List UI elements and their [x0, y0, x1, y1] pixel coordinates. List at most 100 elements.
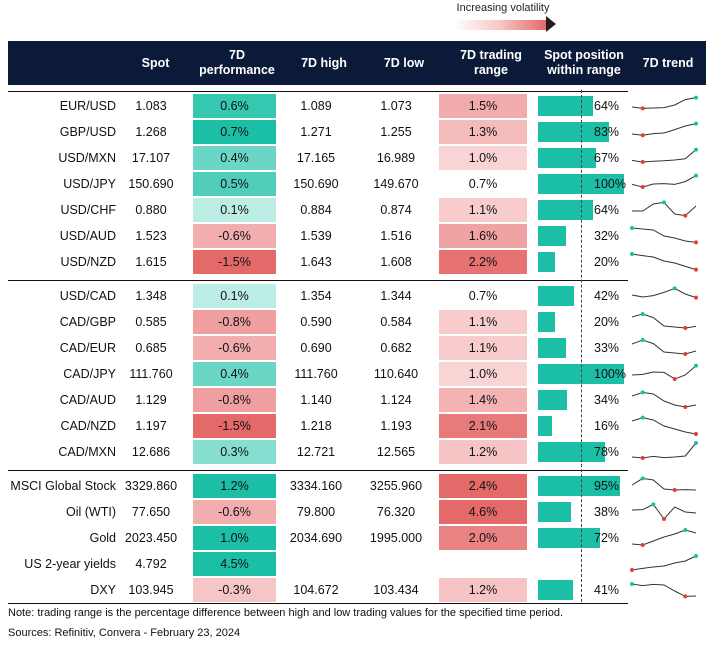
performance-cell: -0.3% [193, 578, 276, 602]
table-row: MSCI Global Stock 3329.860 1.2% 3334.160 325… [0, 473, 706, 499]
position-label: 42% [594, 289, 620, 303]
trading-range-cell: 4.6% [439, 500, 527, 524]
position-bar [538, 312, 556, 332]
table-row: Gold 2023.450 1.0% 2034.690 1995.000 2.0% 72% [0, 525, 706, 551]
trading-range-cell: 1.0% [439, 146, 527, 170]
table-row: GBP/USD 1.268 0.7% 1.271 1.255 1.3% 83% [0, 119, 706, 145]
trading-range-cell: 0.7% [468, 289, 498, 303]
spot-value: 1.197 [135, 419, 167, 433]
performance-cell: 0.5% [193, 172, 276, 196]
low-value: 1.255 [380, 125, 412, 139]
high-value [276, 551, 356, 577]
instrument-name: CAD/EUR [59, 341, 116, 355]
volatility-legend: Increasing volatility [448, 2, 558, 36]
performance-cell: -0.6% [193, 224, 276, 248]
position-bar [538, 416, 552, 436]
spot-value: 17.107 [131, 151, 171, 165]
position-bar [538, 338, 567, 358]
high-value: 0.590 [300, 315, 332, 329]
performance-cell: 0.4% [193, 146, 276, 170]
performance-cell: -0.8% [193, 388, 276, 412]
low-value: 1.608 [380, 255, 412, 269]
instrument-name: USD/MXN [58, 151, 116, 165]
trading-range-cell: 1.2% [439, 578, 527, 602]
trading-range-cell: 2.2% [439, 250, 527, 274]
header-spot: Spot [141, 55, 170, 70]
position-label: 78% [594, 445, 620, 459]
trading-range-cell: 1.1% [439, 198, 527, 222]
instrument-name: CAD/JPY [63, 367, 116, 381]
position-bar [538, 502, 571, 522]
position-label: 83% [594, 125, 620, 139]
high-value: 104.672 [293, 583, 339, 597]
trading-range-cell: 1.1% [439, 310, 527, 334]
spot-value: 3329.860 [124, 479, 178, 493]
high-value: 1.354 [300, 289, 332, 303]
table-row: USD/NZD 1.615 -1.5% 1.643 1.608 2.2% 20% [0, 249, 706, 275]
performance-cell: 0.6% [193, 94, 276, 118]
position-label: 100% [594, 367, 626, 381]
low-value: 1995.000 [369, 531, 423, 545]
spot-value: 1.523 [135, 229, 167, 243]
section-divider [8, 91, 628, 92]
volatility-legend-label: Increasing volatility [456, 2, 550, 14]
high-value: 1.140 [300, 393, 332, 407]
instrument-name: MSCI Global Stock [10, 479, 116, 493]
position-label: 16% [594, 419, 620, 433]
spot-value: 1.129 [135, 393, 167, 407]
low-value [356, 551, 436, 577]
table-row: USD/CAD 1.348 0.1% 1.354 1.344 0.7% 42% [0, 283, 706, 309]
spot-value: 1.615 [135, 255, 167, 269]
position-bar [538, 200, 594, 220]
position-bar [538, 226, 566, 246]
low-value: 0.584 [380, 315, 412, 329]
spot-value: 1.348 [135, 289, 167, 303]
position-label [594, 551, 628, 577]
spot-value: 0.585 [135, 315, 167, 329]
position-label: 20% [594, 315, 620, 329]
low-value: 110.640 [373, 367, 419, 381]
range-midpoint-line [581, 90, 582, 602]
low-value: 12.565 [376, 445, 416, 459]
section-divider [8, 470, 628, 471]
trading-range-cell [439, 552, 527, 576]
trading-range-cell: 1.5% [439, 94, 527, 118]
instrument-name: CAD/MXN [58, 445, 116, 459]
table-row: Oil (WTI) 77.650 -0.6% 79.800 76.320 4.6% 38% [0, 499, 706, 525]
high-value: 0.690 [300, 341, 332, 355]
spot-value: 103.945 [128, 583, 174, 597]
table-row: US 2-year yields 4.792 4.5% [0, 551, 706, 577]
performance-cell: 4.5% [193, 552, 276, 576]
high-value: 1.539 [300, 229, 332, 243]
instrument-name: USD/CHF [60, 203, 116, 217]
position-label: 41% [594, 583, 620, 597]
position-label: 64% [594, 99, 620, 113]
position-label: 67% [594, 151, 620, 165]
trading-range-cell: 1.2% [439, 440, 527, 464]
header-7d-low: 7D low [383, 55, 425, 70]
trading-range-cell: 2.4% [439, 474, 527, 498]
spot-value: 0.880 [135, 203, 167, 217]
performance-cell: 0.3% [193, 440, 276, 464]
performance-cell: -0.6% [193, 336, 276, 360]
low-value: 1.073 [380, 99, 412, 113]
spot-value: 111.760 [129, 367, 173, 381]
header-7d-high: 7D high [301, 55, 347, 70]
header-7d-trading-range: 7D trading range [460, 48, 522, 77]
high-value: 2034.690 [289, 531, 343, 545]
high-value: 1.271 [300, 125, 332, 139]
low-value: 1.193 [380, 419, 412, 433]
performance-cell: -0.6% [193, 500, 276, 524]
trading-range-cell: 2.0% [439, 526, 527, 550]
position-label: 32% [594, 229, 620, 243]
performance-cell: -0.8% [193, 310, 276, 334]
table-row: CAD/NZD 1.197 -1.5% 1.218 1.193 2.1% 16% [0, 413, 706, 439]
performance-cell: 0.1% [193, 198, 276, 222]
arrow-right-icon [546, 16, 556, 32]
position-bar [538, 528, 600, 548]
performance-cell: 0.7% [193, 120, 276, 144]
low-value: 16.989 [376, 151, 416, 165]
section-divider [8, 280, 628, 281]
position-bar [538, 252, 556, 272]
performance-cell: -1.5% [193, 250, 276, 274]
